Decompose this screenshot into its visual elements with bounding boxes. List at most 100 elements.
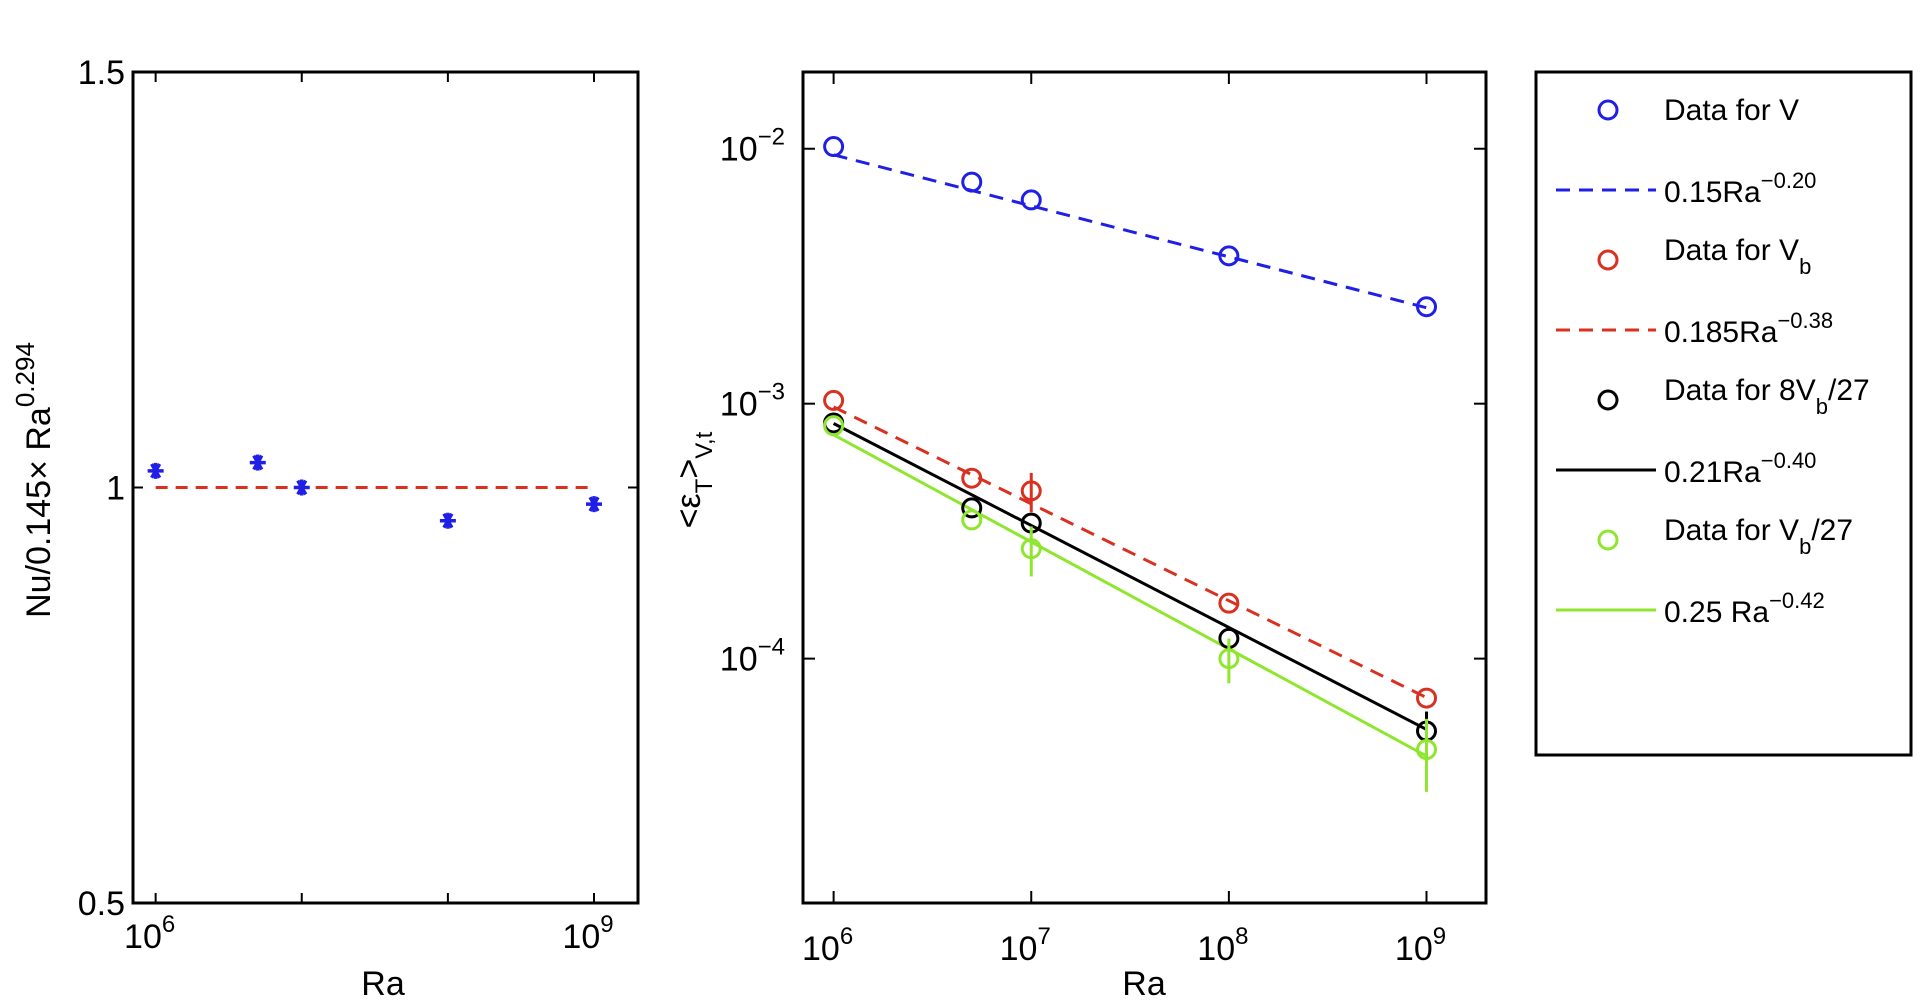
legend-label-exponent: −0.42 [1769,588,1825,613]
data-point [961,509,983,531]
legend-label-text: Data for V [1664,514,1799,547]
right-y-label-open: <ε [670,493,708,528]
right-x-tick-base: 10 [1395,930,1433,968]
legend-label-text: Data for 8V [1664,374,1816,407]
circle-marker [961,171,983,193]
right-y-tick-exponent: −2 [758,124,785,151]
fit-line [832,405,1428,699]
circle-marker [961,497,983,519]
left-x-axis-label: Ra [361,965,405,1003]
legend-marker [1597,99,1619,121]
left-x-tick-label: 106 [124,911,175,956]
right-y-label-close: > [670,459,708,479]
data-point [961,467,983,489]
legend-label: Data for 8Vb/27 [1664,374,1870,419]
right-data-markers [823,136,1438,792]
legend-entry: Data for Vb/27 [1597,514,1853,559]
data-point [823,136,845,158]
legend-label: Data for Vb/27 [1664,514,1853,559]
legend-label: 0.25 Ra−0.42 [1664,588,1825,629]
data-point [1416,687,1438,709]
data-point [1020,472,1042,513]
legend-label-text: 0.25 Ra [1664,596,1769,629]
right-y-tick-label: 10−3 [720,379,785,424]
right-x-tick-label: 106 [802,923,853,968]
legend-label-text: Data for V [1664,234,1799,267]
right-y-tick-base: 10 [720,131,758,169]
right-plot-frame [801,70,1488,905]
circle-marker [961,467,983,489]
legend-entry: 0.185Ra−0.38 [1556,308,1833,349]
left-y-tick-label: 0.5 [78,885,125,923]
left-x-tick-exponent: 6 [162,911,175,938]
circle-marker [823,136,845,158]
right-fit-lines [832,153,1428,758]
right-x-tick-label: 107 [1000,923,1051,968]
data-point [961,497,983,519]
left-x-tick-base: 10 [562,918,600,956]
right-x-axis-label: Ra [1122,965,1166,1003]
legend-label-text: 0.15Ra [1664,176,1761,209]
right-y-label-sub: T [691,478,718,493]
left-y-label-main: Nu/0.145× Ra [20,407,58,618]
legend-label-tail: /27 [1828,374,1870,407]
data-point [1020,189,1042,211]
right-x-tick-base: 10 [1000,930,1038,968]
circle-marker [1218,592,1240,614]
data-point [1218,638,1240,684]
left-data-point [439,512,456,529]
right-y-tick-label: 10−4 [720,634,785,679]
right-x-tick-label: 109 [1395,923,1446,968]
data-point [1020,526,1042,577]
legend-label-text: 0.21Ra [1664,456,1761,489]
left-y-label-exponent: 0.294 [10,342,40,407]
legend-marker [1597,249,1619,271]
circle-marker [1218,245,1240,267]
circle-marker [1416,296,1438,318]
data-point [961,171,983,193]
circle-marker [1218,648,1240,670]
legend-label: 0.21Ra−0.40 [1664,448,1816,489]
left-x-tick-base: 10 [124,918,162,956]
fit-line [832,422,1428,731]
legend-entry: Data for Vb [1597,234,1811,279]
legend-label-text: 0.185Ra [1664,316,1778,349]
legend-box [1534,70,1913,757]
legend-marker [1597,389,1619,411]
data-point [1218,592,1240,614]
right-y-tick-base: 10 [720,386,758,424]
left-y-tick-label: 1 [106,470,125,508]
right-y-label-sub2: V,t [691,431,718,458]
circle-marker [1020,189,1042,211]
left-data-point [586,496,603,513]
legend-label-exponent: −0.40 [1761,448,1817,473]
left-x-tick-exponent: 9 [600,911,613,938]
legend-entry: 0.25 Ra−0.42 [1556,588,1825,629]
circle-marker [1020,538,1042,560]
data-point [1416,718,1438,792]
legend-label-exponent: −0.38 [1777,308,1833,333]
legend-label-sub: b [1816,394,1828,419]
left-y-tick-label: 1.5 [78,54,125,92]
fit-line [833,153,1427,310]
legend-entry: 0.21Ra−0.40 [1556,448,1816,489]
left-y-axis-label: Nu/0.145× Ra0.294 [10,342,58,618]
right-x-tick-exponent: 8 [1235,923,1248,950]
legend-label-sub: b [1799,254,1811,279]
right-x-tick-base: 10 [802,930,840,968]
legend-label: 0.185Ra−0.38 [1664,308,1833,349]
right-x-tick-exponent: 6 [840,923,853,950]
left-data-point [293,479,310,496]
legend-label: Data for V [1664,94,1799,127]
right-x-tick-base: 10 [1197,930,1235,968]
right-y-tick-exponent: −3 [758,379,785,406]
circle-marker [823,415,845,437]
circle-marker [1020,480,1042,502]
